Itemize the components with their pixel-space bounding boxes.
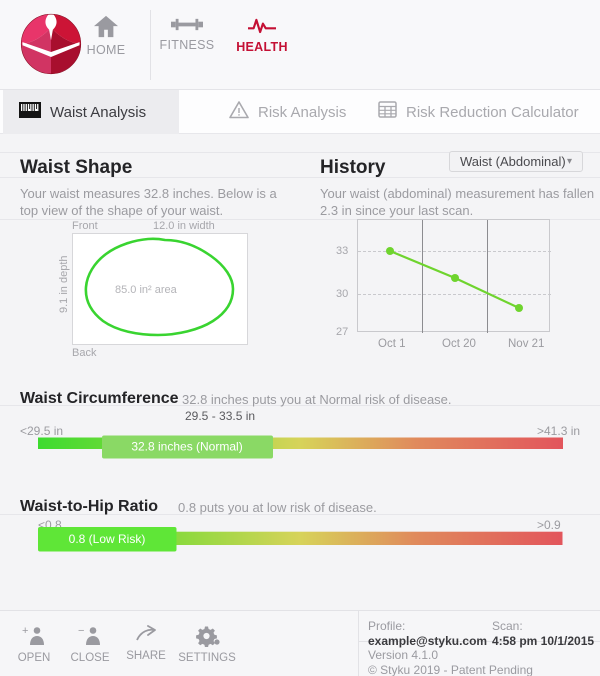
svg-text:32.8 inches (Normal): 32.8 inches (Normal) xyxy=(131,440,242,454)
svg-text:−: − xyxy=(78,625,84,637)
svg-text:+: + xyxy=(22,625,28,637)
svg-text:0.8 (Low Risk): 0.8 (Low Risk) xyxy=(69,532,146,546)
